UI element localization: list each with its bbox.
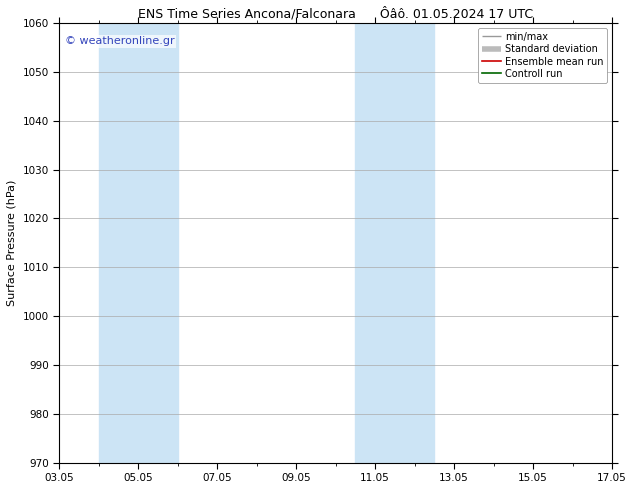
Y-axis label: Surface Pressure (hPa): Surface Pressure (hPa) [7, 180, 17, 306]
Title: ENS Time Series Ancona/Falconara      Ôâô. 01.05.2024 17 UTC: ENS Time Series Ancona/Falconara Ôâô. 01… [138, 7, 533, 21]
Legend: min/max, Standard deviation, Ensemble mean run, Controll run: min/max, Standard deviation, Ensemble me… [477, 28, 607, 83]
Bar [356, 23, 434, 463]
Text: © weatheronline.gr: © weatheronline.gr [65, 36, 174, 46]
Bar [99, 23, 178, 463]
